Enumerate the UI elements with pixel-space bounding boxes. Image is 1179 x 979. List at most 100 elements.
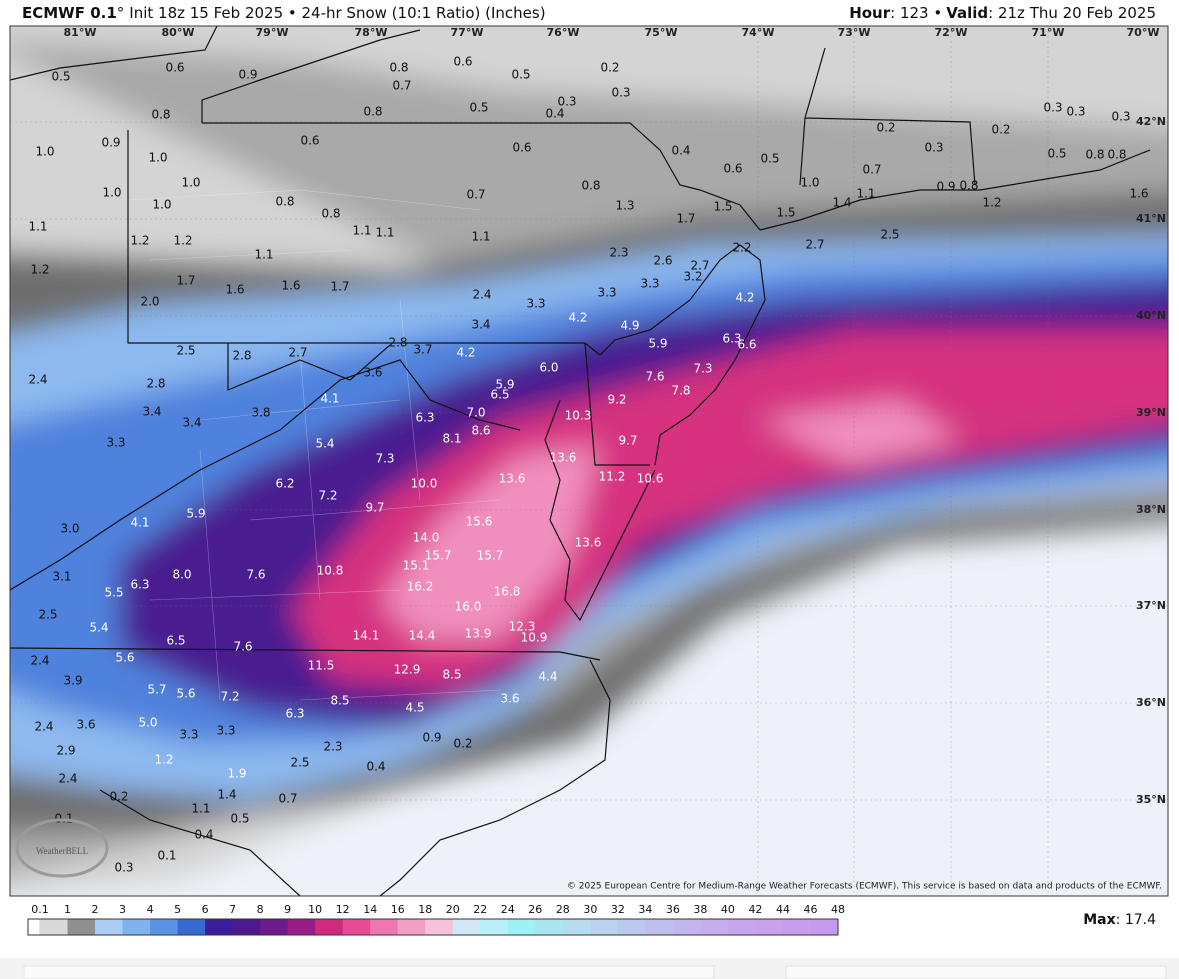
snow-total-label: 15.6 — [466, 515, 493, 529]
snow-total-label: 0.8 — [151, 108, 170, 122]
snow-total-label: 2.5 — [176, 344, 195, 358]
legend-swatch — [425, 919, 454, 935]
snow-total-label: 0.5 — [511, 68, 530, 82]
snow-total-label: 6.5 — [490, 388, 509, 402]
legend-tick-label: 5 — [174, 903, 181, 916]
snow-total-label: 0.6 — [453, 55, 472, 69]
latitude-label: 36°N — [1136, 696, 1166, 709]
legend-tick-label: 36 — [666, 903, 680, 916]
map-frame — [9, 25, 1169, 897]
snow-total-label: 10.9 — [521, 631, 548, 645]
snow-total-label: 0.6 — [165, 61, 184, 75]
snow-total-label: 6.3 — [722, 332, 741, 346]
snow-total-label: 0.8 — [959, 179, 978, 193]
snow-total-label: 8.5 — [442, 668, 461, 682]
snow-total-label: 1.7 — [330, 280, 349, 294]
longitude-labels: 81°W 80°W 79°W 78°W 77°W 76°W 75°W 74°W 73°W 72°W… — [64, 26, 1160, 39]
snow-total-label: 12.3 — [509, 620, 536, 634]
snow-total-label: 0.8 — [1085, 148, 1104, 162]
snow-total-label: 0.5 — [469, 101, 488, 115]
snow-total-label: 8.0 — [172, 568, 191, 582]
longitude-label: 75°W — [645, 26, 678, 39]
snow-total-label: 0.8 — [275, 195, 294, 209]
borders — [10, 26, 1151, 896]
snow-total-label: 0.8 — [581, 179, 600, 193]
snow-total-label: 13.6 — [575, 536, 602, 550]
snow-total-label: 7.3 — [693, 362, 712, 376]
legend-swatch — [700, 919, 729, 935]
snow-field — [10, 26, 1168, 896]
snow-total-label: 0.4 — [194, 828, 213, 842]
legend-tick-label: 8 — [257, 903, 264, 916]
snow-total-label: 6.5 — [166, 634, 185, 648]
legend-swatch — [67, 919, 96, 935]
snow-total-label: 4.1 — [130, 516, 149, 530]
snow-total-label: 0.3 — [114, 861, 133, 875]
snow-total-label: 1.1 — [856, 187, 875, 201]
snow-total-label: 0.5 — [230, 812, 249, 826]
snow-total-label: 2.8 — [146, 377, 165, 391]
snow-total-label: 0.8 — [363, 105, 382, 119]
snow-total-label: 1.0 — [35, 145, 54, 159]
legend-swatch — [40, 919, 69, 935]
snow-total-label: 14.4 — [409, 629, 436, 643]
snow-total-label: 2.0 — [140, 295, 159, 309]
snow-total-label: 3.3 — [179, 728, 198, 742]
snow-total-label: 0.3 — [611, 86, 630, 100]
legend-tick-label: 0.1 — [31, 903, 49, 916]
snow-total-label: 8.5 — [330, 694, 349, 708]
longitude-label: 78°W — [355, 26, 388, 39]
snow-total-label: 7.2 — [318, 489, 337, 503]
legend-tick-label: 30 — [583, 903, 597, 916]
snow-total-label: 0.1 — [54, 812, 73, 826]
snow-total-label: 16.2 — [407, 580, 434, 594]
snow-total-label: 16.0 — [455, 600, 482, 614]
snow-total-label: 4.2 — [568, 311, 587, 325]
snow-total-label: 5.9 — [186, 507, 205, 521]
legend-tick-label: 7 — [229, 903, 236, 916]
snow-total-label: 10.3 — [565, 409, 592, 423]
snow-total-label: 7.6 — [246, 568, 265, 582]
counties — [129, 189, 501, 701]
latitude-label: 37°N — [1136, 599, 1166, 612]
snow-total-label: 5.6 — [176, 687, 195, 701]
snow-total-label: 0.7 — [392, 79, 411, 93]
legend-swatch — [315, 919, 344, 935]
snow-total-label: 2.4 — [472, 288, 491, 302]
snow-total-label: 7.3 — [375, 452, 394, 466]
snow-total-label: 12.9 — [394, 663, 421, 677]
snow-total-label: 2.4 — [28, 373, 47, 387]
latitude-label: 42°N — [1136, 115, 1166, 128]
snow-total-label: 0.9 — [238, 68, 257, 82]
legend-tick-label: 9 — [284, 903, 291, 916]
header-right: Hour: 123 • Valid: 21z Thu 20 Feb 2025 — [849, 4, 1156, 22]
snow-total-label: 0.3 — [557, 95, 576, 109]
longitude-label: 76°W — [547, 26, 580, 39]
snow-total-label: 2.5 — [38, 608, 57, 622]
snow-total-label: 1.5 — [776, 206, 795, 220]
legend-swatch — [727, 919, 756, 935]
snow-total-label: 2.9 — [56, 744, 75, 758]
legend-tick-label: 16 — [391, 903, 405, 916]
snow-total-label: 2.5 — [880, 228, 899, 242]
snow-total-label: 3.3 — [640, 277, 659, 291]
snow-total-label: 2.4 — [58, 772, 77, 786]
legend-tick-label: 22 — [473, 903, 487, 916]
longitude-label: 80°W — [162, 26, 195, 39]
legend-swatch — [205, 919, 234, 935]
snow-total-label: 0.8 — [321, 207, 340, 221]
legend-tick-label: 14 — [363, 903, 377, 916]
snow-total-label: 6.2 — [275, 477, 294, 491]
snow-labels: 0.50.6 0.9 0.80.70.60.5 0.20.30.30.40.50.80… — [28, 55, 1148, 875]
legend-swatch — [755, 919, 784, 935]
snow-total-label: 3.6 — [363, 366, 382, 380]
latitude-labels: 42°N 41°N 40°N 39°N 38°N 37°N 36°N 35°N — [1136, 115, 1166, 806]
legend-swatch — [122, 919, 151, 935]
latitude-label: 40°N — [1136, 309, 1166, 322]
snow-total-label: 10.0 — [411, 477, 438, 491]
snow-total-label: 0.4 — [671, 144, 690, 158]
legend-tick-label: 2 — [92, 903, 99, 916]
snow-total-label: 6.0 — [539, 361, 558, 375]
legend-tick-label: 42 — [748, 903, 762, 916]
